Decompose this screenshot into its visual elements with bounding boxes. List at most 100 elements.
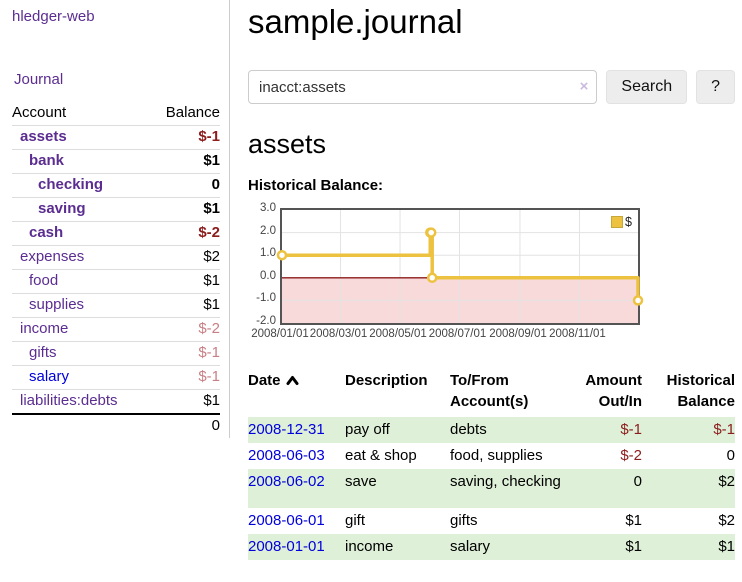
x-axis-tick-label: 2008/05/01 bbox=[369, 328, 427, 340]
app-title-link[interactable]: hledger-web bbox=[12, 8, 95, 25]
account-row: income $-2 bbox=[12, 317, 220, 342]
transaction-accounts: salary bbox=[450, 538, 491, 555]
transaction-date-link[interactable]: 2008-06-02 bbox=[248, 473, 325, 490]
transaction-accounts: gifts bbox=[450, 512, 478, 529]
x-axis-tick-label: 2008/07/01 bbox=[428, 328, 487, 340]
sidebar-account-link[interactable]: bank bbox=[29, 152, 65, 169]
chart-plot-area: $ bbox=[276, 208, 644, 325]
balance-column-header: Balance bbox=[149, 101, 220, 126]
account-row: bank $1 bbox=[12, 149, 220, 174]
sidebar-account-link[interactable]: salary bbox=[29, 368, 70, 385]
transaction-date-link[interactable]: 2008-06-03 bbox=[248, 447, 325, 464]
transaction-date-link[interactable]: 2008-01-01 bbox=[248, 538, 325, 555]
y-axis-tick-label: -1.0 bbox=[256, 292, 276, 305]
transaction-row: 2008-06-01 gift gifts $1 $2 bbox=[248, 508, 735, 534]
account-row: salary $-1 bbox=[12, 365, 220, 390]
transactions-table: Date Description To/From Account(s) Amou… bbox=[248, 368, 735, 560]
account-row: assets $-1 bbox=[12, 125, 220, 150]
account-row: gifts $-1 bbox=[12, 341, 220, 366]
transaction-date-link[interactable]: 2008-12-31 bbox=[248, 421, 325, 438]
transaction-date-link[interactable]: 2008-06-01 bbox=[248, 512, 325, 529]
accounts-table: Account Balance assets $-1 bank $1 checking 0… bbox=[12, 101, 220, 438]
clear-search-icon[interactable]: × bbox=[579, 78, 589, 95]
transaction-amount: $-2 bbox=[620, 447, 642, 464]
account-balance: $-1 bbox=[149, 341, 220, 366]
column-header-date[interactable]: Date bbox=[248, 368, 345, 417]
x-axis-tick-label: 2008/03/01 bbox=[309, 328, 368, 340]
chart-title: Historical Balance: bbox=[248, 177, 384, 194]
account-row: liabilities:debts $1 bbox=[12, 389, 220, 414]
account-balance: $1 bbox=[149, 197, 220, 222]
accounts-total-row: 0 bbox=[12, 413, 220, 438]
account-balance: 0 bbox=[149, 173, 220, 198]
legend-label: $ bbox=[625, 215, 632, 229]
column-header-description: Description bbox=[345, 372, 428, 389]
sidebar-account-link[interactable]: income bbox=[20, 320, 69, 337]
account-balance: $-2 bbox=[149, 317, 220, 342]
sidebar-account-link[interactable]: supplies bbox=[29, 296, 85, 313]
transaction-description: gift bbox=[345, 512, 366, 529]
account-balance: $1 bbox=[149, 293, 220, 318]
account-row: expenses $2 bbox=[12, 245, 220, 270]
y-axis-tick-label: 2.0 bbox=[260, 224, 276, 237]
transaction-row: 2008-06-03 eat & shop food, supplies $-2 0 bbox=[248, 443, 735, 469]
account-row: saving $1 bbox=[12, 197, 220, 222]
transaction-description: pay off bbox=[345, 421, 390, 438]
transaction-accounts: food, supplies bbox=[450, 447, 543, 464]
sidebar: hledger-web Journal Account Balance asse… bbox=[0, 0, 230, 438]
account-balance: $1 bbox=[149, 389, 220, 414]
sidebar-account-link[interactable]: gifts bbox=[29, 344, 57, 361]
sidebar-account-link[interactable]: expenses bbox=[20, 248, 85, 265]
legend-swatch bbox=[611, 216, 624, 228]
main-content: sample.journal × Search ? assets Histori… bbox=[248, 0, 735, 560]
transaction-balance: $1 bbox=[718, 538, 735, 555]
column-header-accounts: To/From Account(s) bbox=[450, 372, 529, 410]
sidebar-account-link[interactable]: assets bbox=[20, 128, 67, 145]
chart-data-point bbox=[425, 227, 437, 238]
transaction-balance: $-1 bbox=[713, 421, 735, 438]
transaction-amount: 0 bbox=[633, 473, 642, 490]
y-axis-tick-label: -2.0 bbox=[256, 315, 276, 327]
transaction-balance: $2 bbox=[718, 473, 735, 490]
transaction-description: eat & shop bbox=[345, 447, 417, 464]
transaction-description: save bbox=[345, 473, 377, 490]
account-balance: $-2 bbox=[149, 221, 220, 246]
x-axis-tick-label: 2008/09/01 bbox=[489, 328, 547, 340]
y-axis-tick-label: 0.0 bbox=[260, 269, 276, 282]
account-balance: $-1 bbox=[149, 365, 220, 390]
chart-legend: $ bbox=[609, 214, 634, 230]
search-help-button[interactable]: ? bbox=[696, 70, 735, 104]
search-input-wrapper: × bbox=[248, 70, 598, 104]
chart-data-point bbox=[276, 249, 288, 261]
sidebar-account-link[interactable]: saving bbox=[38, 200, 86, 217]
transaction-amount: $1 bbox=[625, 512, 642, 529]
sidebar-account-link[interactable]: liabilities:debts bbox=[20, 392, 118, 409]
column-header-date-label: Date bbox=[248, 372, 281, 389]
search-input[interactable] bbox=[248, 70, 598, 104]
transaction-accounts: debts bbox=[450, 421, 487, 438]
account-row: supplies $1 bbox=[12, 293, 220, 318]
sidebar-account-link[interactable]: checking bbox=[38, 176, 104, 193]
accounts-total-value: 0 bbox=[149, 413, 220, 438]
spacer bbox=[12, 413, 150, 438]
accounts-table-body: assets $-1 bank $1 checking 0 saving $1 cash $-2 e… bbox=[12, 125, 220, 414]
chart-data-point bbox=[426, 272, 438, 284]
transaction-amount: $-1 bbox=[620, 421, 642, 438]
search-form: × Search ? bbox=[248, 70, 735, 104]
transaction-accounts: saving, checking bbox=[450, 473, 561, 490]
sort-asc-icon bbox=[286, 376, 299, 385]
transaction-description: income bbox=[345, 538, 394, 555]
y-axis-tick-label: 3.0 bbox=[260, 202, 276, 214]
sidebar-account-link[interactable]: cash bbox=[29, 224, 64, 241]
transaction-row: 2008-12-31 pay off debts $-1 $-1 bbox=[248, 417, 735, 443]
transaction-row: 2008-01-01 income salary $1 $1 bbox=[248, 534, 735, 560]
account-balance: $2 bbox=[149, 245, 220, 270]
x-axis-tick-label: 2008/11/01 bbox=[549, 328, 606, 340]
account-balance: $-1 bbox=[149, 125, 220, 150]
transactions-table-body: 2008-12-31 pay off debts $-1 $-1 2008-06-03 ea… bbox=[248, 417, 735, 560]
transaction-amount: $1 bbox=[625, 538, 642, 555]
sidebar-account-link[interactable]: food bbox=[29, 272, 59, 289]
sidebar-item-journal[interactable]: Journal bbox=[14, 71, 64, 88]
search-button[interactable]: Search bbox=[606, 70, 688, 104]
column-header-amount: Amount Out/In bbox=[585, 372, 642, 410]
